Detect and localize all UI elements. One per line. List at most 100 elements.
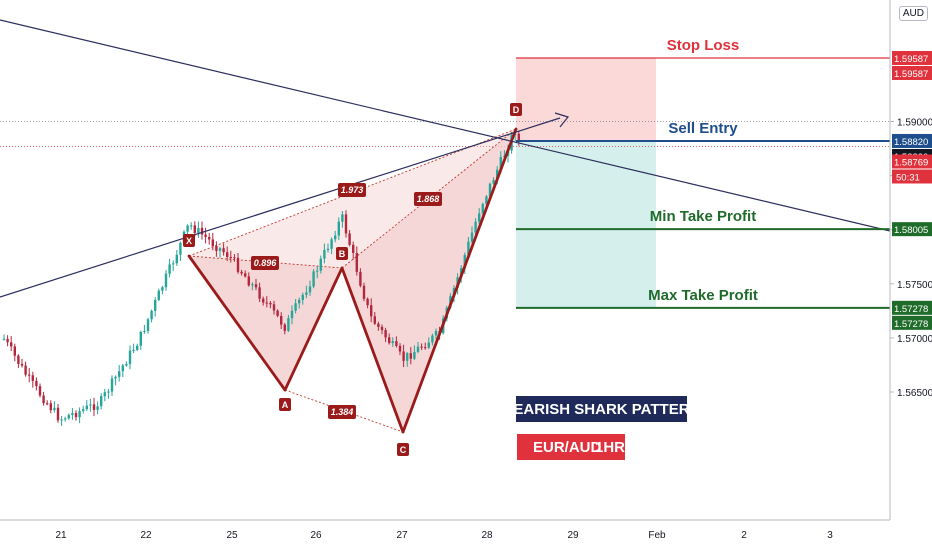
candle-body — [276, 310, 279, 316]
candle-body — [330, 239, 333, 249]
pattern-leg-AB — [283, 266, 344, 392]
x-tick-label: 21 — [55, 530, 67, 541]
candle-body — [254, 284, 258, 288]
candle-body — [290, 310, 294, 319]
candle-body — [67, 414, 70, 419]
candle-body — [481, 204, 484, 214]
price-tag-label: 1.58005 — [894, 225, 928, 236]
candle-body — [154, 299, 157, 311]
candle-body — [100, 396, 103, 407]
candle-body — [226, 252, 229, 258]
candle-body — [56, 407, 60, 421]
candle-body — [406, 353, 409, 361]
ratio-badge — [328, 405, 356, 419]
candle-body — [240, 271, 243, 274]
price-tag — [892, 50, 932, 65]
candle-body — [319, 258, 322, 271]
candle-body — [334, 235, 337, 240]
candle-body — [496, 169, 499, 181]
currency-badge[interactable]: AUD — [898, 6, 928, 21]
y-tick-label: 1.56500 — [897, 388, 932, 399]
candle-body — [139, 331, 142, 346]
candle-body — [377, 323, 380, 327]
candle-body — [287, 318, 290, 331]
candle-body — [247, 276, 250, 286]
y-tick-label: 1.57500 — [897, 280, 932, 291]
candle-body — [485, 196, 488, 205]
ratio-label: 1.868 — [417, 194, 440, 204]
candle-body — [395, 341, 398, 346]
candle-body — [420, 346, 423, 348]
candle-body — [370, 305, 373, 317]
price-tag — [892, 222, 932, 237]
candle-body — [150, 310, 153, 320]
point-label-C: C — [400, 445, 407, 455]
candle-body — [13, 346, 16, 356]
candle-body — [64, 418, 67, 420]
point-badge-D — [510, 103, 522, 116]
candle-body — [323, 249, 326, 259]
candle-body — [164, 273, 168, 288]
candle-body — [424, 347, 427, 349]
ratio-line-XD — [188, 128, 517, 257]
level-label-sell-entry: Sell Entry — [668, 120, 738, 137]
candle-body — [118, 371, 121, 377]
candle-body — [384, 330, 387, 338]
candle-body — [344, 214, 348, 234]
pattern-fill-xbd — [189, 129, 516, 268]
price-tag — [892, 154, 932, 169]
ratio-line-AC — [284, 389, 404, 433]
x-tick-label: 2 — [741, 530, 747, 541]
candle-body — [492, 180, 495, 184]
candle-body — [17, 355, 20, 364]
candle-body — [316, 270, 319, 272]
pattern-leg-CD — [401, 127, 518, 434]
pattern-name-box — [516, 396, 687, 422]
candle-body — [359, 271, 362, 286]
ratio-badge — [338, 183, 366, 197]
candle-body — [42, 395, 45, 404]
candle-body — [190, 225, 193, 227]
candle-body — [488, 183, 492, 197]
candle-body — [294, 303, 297, 311]
candle-body — [204, 234, 207, 238]
price-tag — [892, 315, 932, 330]
candle-body — [348, 233, 351, 245]
candle-body — [128, 350, 132, 364]
candle-body — [24, 365, 27, 375]
candle-body — [517, 133, 520, 141]
candle-body — [121, 365, 124, 372]
candle-body — [60, 419, 63, 421]
price-tag-label: 1.58769 — [894, 157, 928, 168]
candle-body — [38, 386, 42, 396]
candle-body — [434, 330, 438, 336]
candle-body — [82, 409, 85, 412]
candle-body — [132, 349, 135, 351]
candle-body — [470, 232, 474, 242]
candle-body — [35, 380, 38, 387]
candle-body — [478, 213, 481, 222]
candle-body — [352, 244, 355, 253]
candle-body — [53, 407, 56, 411]
x-tick-label: 25 — [226, 530, 238, 541]
candle-body — [280, 315, 283, 325]
reward-zone — [516, 140, 656, 308]
candle-body — [402, 351, 405, 361]
price-tag — [892, 133, 932, 148]
candle-body — [136, 345, 139, 350]
point-badge-A — [279, 398, 291, 411]
candle-body — [193, 225, 196, 233]
candle-body — [28, 374, 31, 376]
candle-body — [251, 284, 254, 286]
candle-body — [172, 263, 175, 265]
price-tag — [892, 300, 932, 315]
candle-body — [71, 413, 74, 415]
candle-body — [157, 290, 160, 300]
candle-body — [499, 156, 502, 170]
candle-body — [222, 248, 225, 253]
candle-body — [208, 237, 211, 240]
candle-body — [312, 271, 315, 287]
ratio-badge — [414, 192, 442, 206]
